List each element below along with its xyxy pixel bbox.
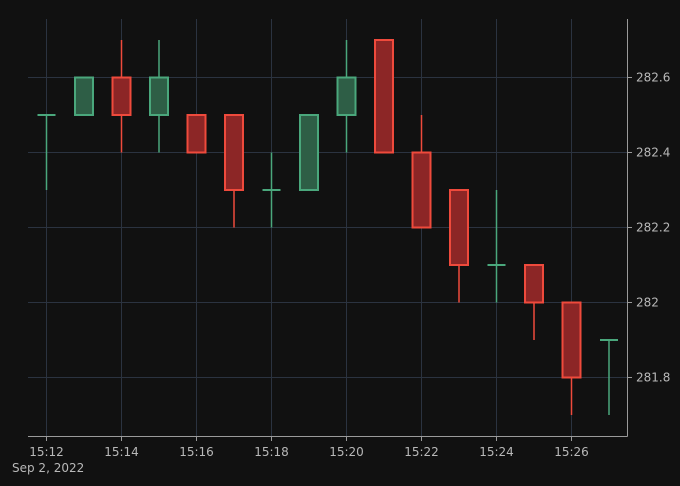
- candle-up: [262, 152, 281, 228]
- candle-down: [374, 39, 394, 154]
- date-label: Sep 2, 2022: [12, 461, 84, 475]
- x-tick-label: 15:20: [329, 445, 364, 459]
- candle-body: [336, 76, 357, 116]
- x-tick-label: 15:26: [554, 445, 589, 459]
- candle-body: [224, 114, 244, 191]
- candle-down: [224, 114, 244, 228]
- candle-up: [74, 76, 94, 116]
- candle-down: [449, 189, 469, 303]
- candle-body: [449, 189, 469, 266]
- candle-body: [74, 76, 94, 116]
- candle-up: [299, 114, 319, 191]
- candle-body: [411, 151, 432, 229]
- y-tick-label: 281.8: [636, 371, 670, 385]
- candle-up: [149, 40, 169, 153]
- y-tick-label: 282.2: [636, 221, 670, 235]
- candle-up: [487, 190, 506, 303]
- x-tick-label: 15:16: [179, 445, 214, 459]
- y-axis-ticks: 281.8 282 282.2 282.4 282.6: [627, 71, 670, 385]
- x-tick-label: 15:12: [29, 445, 64, 459]
- x-tick-label: 15:24: [479, 445, 514, 459]
- x-tick-label: 15:18: [254, 445, 289, 459]
- candle-up: [336, 40, 357, 153]
- x-tick-label: 15:22: [404, 445, 439, 459]
- candle-body: [149, 76, 169, 116]
- x-axis-ticks: 15:12 15:14 15:16 15:18 15:20 15:22 15:24 15:26: [29, 436, 589, 459]
- y-tick-label: 282: [636, 296, 659, 310]
- candle-down: [561, 301, 582, 415]
- candle-down: [111, 40, 132, 153]
- candle-body: [524, 264, 544, 304]
- candle-body: [186, 114, 207, 154]
- candles: [37, 39, 618, 415]
- candle-up: [37, 114, 56, 190]
- candle-down: [186, 114, 207, 154]
- candle-down: [524, 264, 544, 340]
- candle-body: [374, 39, 394, 154]
- candle-body: [561, 301, 582, 379]
- y-tick-label: 282.6: [636, 71, 670, 85]
- x-tick-label: 15:14: [104, 445, 139, 459]
- candle-body: [111, 76, 132, 116]
- candle-body: [299, 114, 319, 191]
- candle-down: [411, 115, 432, 229]
- y-tick-label: 282.4: [636, 146, 670, 160]
- candle-up: [600, 339, 618, 415]
